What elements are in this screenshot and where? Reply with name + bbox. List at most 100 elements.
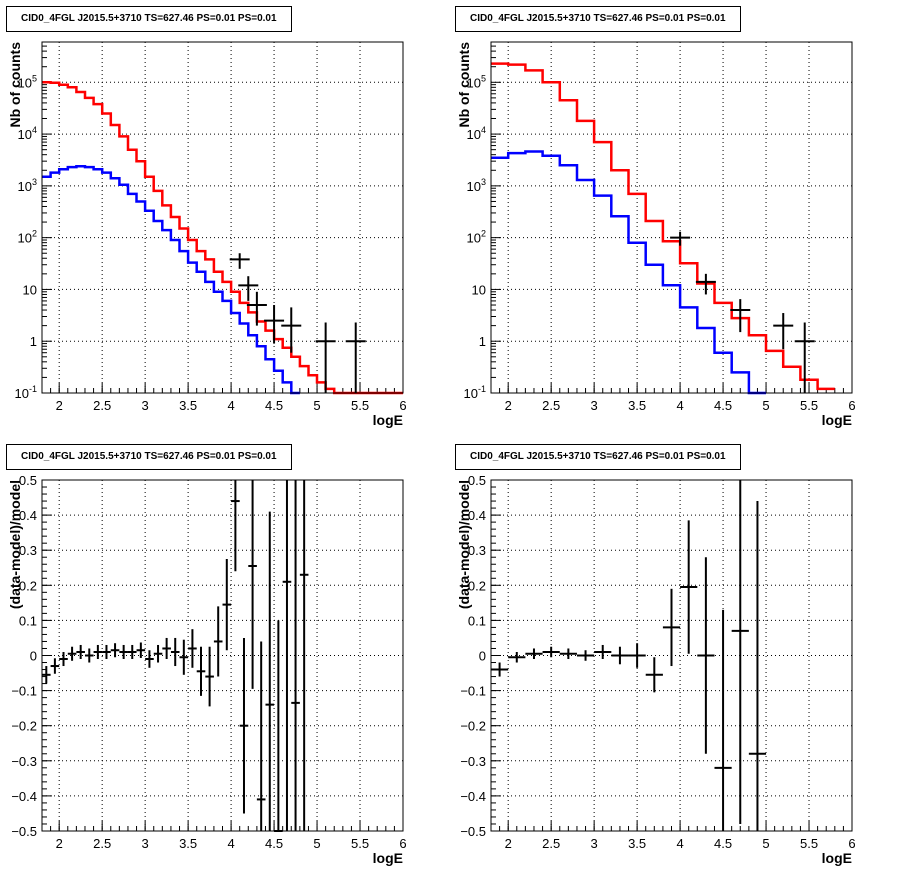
data-point bbox=[662, 588, 681, 667]
x-axis-title: logE bbox=[373, 412, 403, 428]
data-point bbox=[695, 273, 716, 295]
x-tick-label: 4.5 bbox=[265, 836, 283, 851]
data-point bbox=[248, 480, 257, 689]
y-tick-label: 103 bbox=[467, 177, 486, 194]
y-tick-label: 0.5 bbox=[468, 473, 486, 488]
y-tick-label: 0.1 bbox=[468, 613, 486, 628]
y-tick-label: 0.1 bbox=[19, 613, 37, 628]
data-point bbox=[730, 299, 751, 333]
data-point bbox=[179, 639, 189, 675]
y-tick-label: 1 bbox=[479, 334, 486, 349]
y-tick-label: 1 bbox=[30, 334, 37, 349]
y-tick-label: −0.1 bbox=[11, 684, 37, 699]
data-point bbox=[170, 637, 180, 667]
y-tick-label: 0.2 bbox=[468, 578, 486, 593]
x-tick-label: 2.5 bbox=[542, 836, 560, 851]
x-axis-title: logE bbox=[822, 412, 852, 428]
x-axis-title: logE bbox=[822, 850, 852, 866]
data-point bbox=[136, 642, 146, 658]
y-tick-label: 105 bbox=[18, 73, 37, 90]
x-tick-label: 2 bbox=[56, 836, 63, 851]
y-tick-label: 104 bbox=[18, 125, 37, 142]
data-point bbox=[281, 307, 302, 353]
data-point bbox=[238, 276, 259, 301]
y-tick-label: 10 bbox=[23, 282, 37, 297]
data-point bbox=[773, 313, 794, 350]
y-tick-label: 102 bbox=[18, 229, 37, 246]
y-tick-label: 104 bbox=[467, 125, 486, 142]
chart-svg-top-right: 2 2.5 3 3.5 4 4.5 5 5.5 6 10-1 1 10 102 103 104 105 logE… bbox=[456, 41, 856, 428]
x-tick-label: 6 bbox=[399, 398, 406, 413]
chart-panel-bottom-left: 2 2.5 3 3.5 4 4.5 5 5.5 6 −0.5 −0.4 −0.3 −0.2 −0.1 0 0.… bbox=[0, 438, 449, 875]
data-point bbox=[714, 609, 732, 831]
data-point bbox=[246, 291, 267, 326]
data-point bbox=[239, 637, 249, 814]
chart-svg-bottom-right: 2 2.5 3 3.5 4 4.5 5 5.5 6 −0.5 −0.4 −0.3 −0.2 −0.1 0 0.… bbox=[456, 473, 856, 866]
x-tick-label: 2.5 bbox=[93, 398, 111, 413]
data-point bbox=[315, 322, 336, 393]
data-point bbox=[50, 658, 60, 674]
data-point bbox=[119, 644, 128, 660]
data-point bbox=[229, 253, 250, 269]
x-tick-label: 3.5 bbox=[628, 398, 646, 413]
data-point bbox=[205, 646, 214, 707]
x-tick-label: 5.5 bbox=[800, 398, 818, 413]
data-point bbox=[594, 644, 612, 660]
y-tick-label: 0.5 bbox=[19, 473, 37, 488]
data-point bbox=[291, 480, 300, 831]
data-point bbox=[282, 480, 292, 831]
y-axis-title: (data-model)/model bbox=[456, 480, 472, 609]
plot-frame bbox=[41, 41, 404, 394]
data-point bbox=[265, 511, 275, 831]
x-tick-label: 6 bbox=[848, 398, 855, 413]
y-tick-label: 10-1 bbox=[15, 384, 37, 401]
x-tick-label: 3.5 bbox=[179, 836, 197, 851]
y-tick-label: 0.2 bbox=[19, 578, 37, 593]
data-point bbox=[345, 322, 366, 393]
y-tick-label: 0 bbox=[30, 649, 37, 664]
x-tick-label: 4.5 bbox=[265, 398, 283, 413]
y-tick-label: 10 bbox=[472, 282, 486, 297]
histogram-series-line bbox=[491, 150, 766, 395]
x-tick-label: 3.5 bbox=[179, 398, 197, 413]
plot-frame bbox=[41, 479, 404, 832]
y-tick-label: 0.4 bbox=[468, 508, 486, 523]
x-tick-label: 5 bbox=[313, 398, 320, 413]
x-tick-label: 5.5 bbox=[351, 398, 369, 413]
data-point bbox=[188, 629, 197, 668]
y-tick-label: 0.3 bbox=[468, 543, 486, 558]
data-point bbox=[299, 480, 309, 831]
y-tick-label: −0.3 bbox=[11, 754, 37, 769]
histogram-series-line bbox=[491, 62, 835, 391]
x-tick-label: 4 bbox=[227, 836, 234, 851]
y-tick-label: 103 bbox=[18, 177, 37, 194]
x-tick-label: 2.5 bbox=[542, 398, 560, 413]
chart-svg-bottom-left: 2 2.5 3 3.5 4 4.5 5 5.5 6 −0.5 −0.4 −0.3 −0.2 −0.1 0 0.… bbox=[7, 473, 407, 866]
data-point bbox=[213, 606, 223, 677]
y-tick-label: 105 bbox=[467, 73, 486, 90]
x-tick-label: 6 bbox=[848, 836, 855, 851]
data-point bbox=[145, 650, 154, 668]
data-point bbox=[102, 644, 111, 660]
data-point bbox=[670, 231, 691, 246]
y-tick-label: −0.5 bbox=[460, 824, 486, 839]
plot-frame bbox=[490, 479, 853, 832]
chart-title-bottom-left: CID0_4FGL J2015.5+3710 TS=627.46 PS=0.01… bbox=[6, 444, 292, 470]
x-tick-label: 3.5 bbox=[628, 836, 646, 851]
x-tick-label: 5 bbox=[762, 398, 769, 413]
data-point bbox=[525, 648, 543, 660]
chart-panel-top-left: 2 2.5 3 3.5 4 4.5 5 5.5 6 10-1 1 10 102 103 104 105 logE… bbox=[0, 0, 449, 437]
y-tick-label: −0.4 bbox=[460, 789, 486, 804]
y-tick-label: 10-1 bbox=[464, 384, 486, 401]
x-tick-label: 3 bbox=[142, 836, 149, 851]
data-point bbox=[697, 557, 715, 754]
data-point bbox=[576, 650, 595, 661]
x-tick-label: 4.5 bbox=[714, 836, 732, 851]
data-point bbox=[42, 666, 51, 684]
x-tick-label: 2.5 bbox=[93, 836, 111, 851]
data-point bbox=[110, 643, 120, 658]
x-tick-label: 3 bbox=[591, 398, 598, 413]
x-tick-label: 2 bbox=[56, 398, 63, 413]
data-point bbox=[162, 637, 171, 660]
x-tick-label: 5.5 bbox=[351, 836, 369, 851]
